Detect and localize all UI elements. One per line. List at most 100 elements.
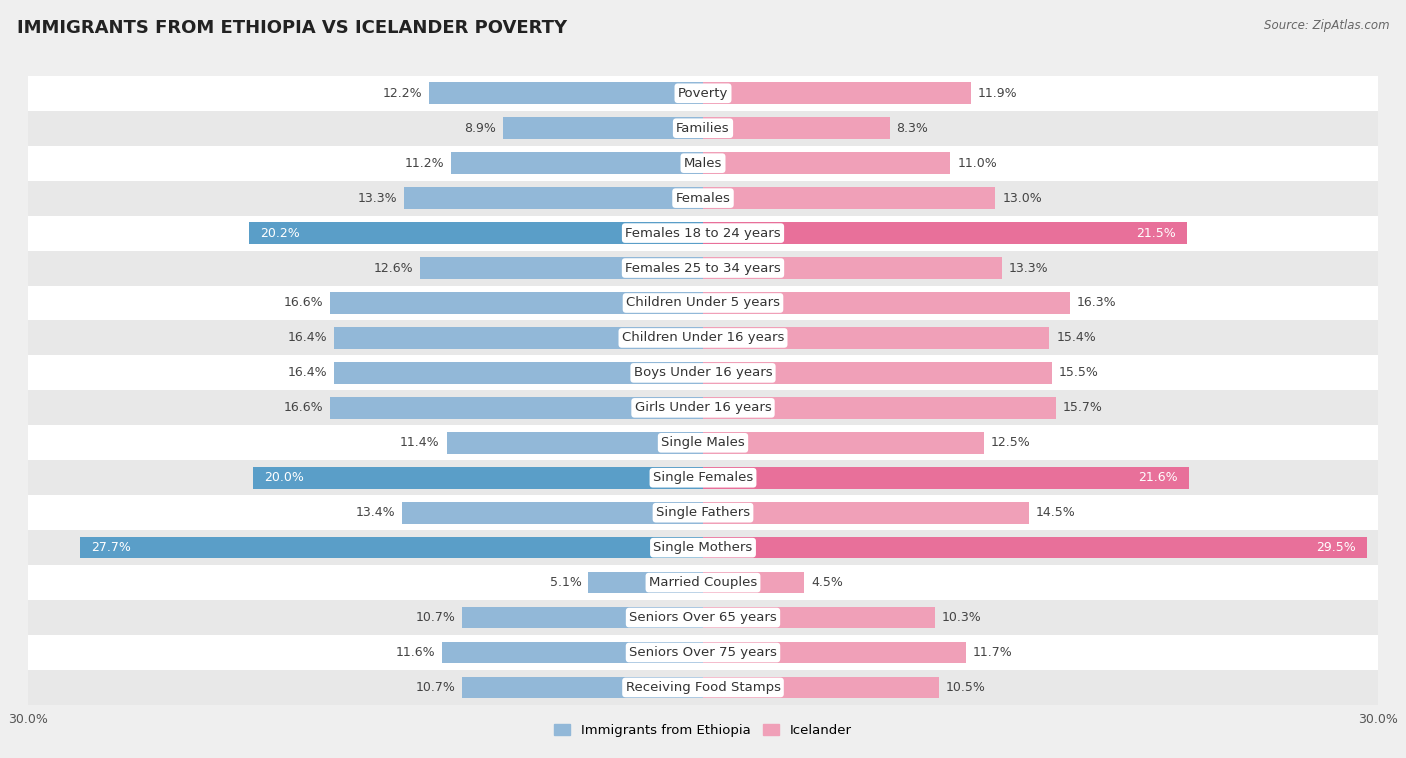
Bar: [703, 117, 890, 139]
Text: Males: Males: [683, 157, 723, 170]
Text: Source: ZipAtlas.com: Source: ZipAtlas.com: [1264, 19, 1389, 32]
Bar: [28, 425, 1378, 460]
Bar: [703, 677, 939, 698]
Bar: [402, 502, 703, 524]
Text: Females 18 to 24 years: Females 18 to 24 years: [626, 227, 780, 240]
Bar: [441, 642, 703, 663]
Text: 14.5%: 14.5%: [1036, 506, 1076, 519]
Text: 15.5%: 15.5%: [1059, 366, 1098, 380]
Text: 16.6%: 16.6%: [283, 296, 323, 309]
Text: Seniors Over 65 years: Seniors Over 65 years: [628, 611, 778, 624]
Text: 11.0%: 11.0%: [957, 157, 997, 170]
Text: 11.9%: 11.9%: [977, 86, 1017, 100]
Text: 13.3%: 13.3%: [1010, 262, 1049, 274]
Legend: Immigrants from Ethiopia, Icelander: Immigrants from Ethiopia, Icelander: [548, 719, 858, 742]
Text: 10.7%: 10.7%: [416, 611, 456, 624]
Text: Single Fathers: Single Fathers: [657, 506, 749, 519]
Bar: [703, 606, 935, 628]
Text: Females: Females: [675, 192, 731, 205]
Text: Boys Under 16 years: Boys Under 16 years: [634, 366, 772, 380]
Bar: [28, 286, 1378, 321]
Bar: [463, 677, 703, 698]
Text: 20.2%: 20.2%: [260, 227, 299, 240]
Text: 5.1%: 5.1%: [550, 576, 582, 589]
Bar: [28, 180, 1378, 215]
Text: 10.7%: 10.7%: [416, 681, 456, 694]
Bar: [335, 327, 703, 349]
Bar: [419, 257, 703, 279]
Text: 27.7%: 27.7%: [91, 541, 131, 554]
Bar: [28, 670, 1378, 705]
Bar: [28, 565, 1378, 600]
Text: 12.2%: 12.2%: [382, 86, 422, 100]
Bar: [447, 432, 703, 453]
Bar: [451, 152, 703, 174]
Text: 10.3%: 10.3%: [942, 611, 981, 624]
Text: 12.6%: 12.6%: [373, 262, 413, 274]
Bar: [703, 432, 984, 453]
Bar: [28, 215, 1378, 251]
Bar: [28, 600, 1378, 635]
Text: 29.5%: 29.5%: [1316, 541, 1355, 554]
Bar: [329, 292, 703, 314]
Bar: [703, 187, 995, 209]
Text: 13.4%: 13.4%: [356, 506, 395, 519]
Bar: [28, 390, 1378, 425]
Text: Single Mothers: Single Mothers: [654, 541, 752, 554]
Bar: [703, 572, 804, 594]
Text: Females 25 to 34 years: Females 25 to 34 years: [626, 262, 780, 274]
Text: 16.6%: 16.6%: [283, 401, 323, 415]
Bar: [28, 251, 1378, 286]
Bar: [588, 572, 703, 594]
Bar: [703, 467, 1189, 489]
Bar: [335, 362, 703, 384]
Text: Single Males: Single Males: [661, 437, 745, 449]
Text: Single Females: Single Females: [652, 471, 754, 484]
Bar: [429, 83, 703, 104]
Text: 11.2%: 11.2%: [405, 157, 444, 170]
Bar: [703, 292, 1070, 314]
Bar: [329, 397, 703, 418]
Bar: [703, 397, 1056, 418]
Text: 16.4%: 16.4%: [288, 366, 328, 380]
Bar: [28, 460, 1378, 495]
Bar: [28, 76, 1378, 111]
Bar: [703, 327, 1049, 349]
Text: Families: Families: [676, 122, 730, 135]
Text: 16.3%: 16.3%: [1077, 296, 1116, 309]
Text: 11.7%: 11.7%: [973, 646, 1012, 659]
Bar: [28, 356, 1378, 390]
Text: 4.5%: 4.5%: [811, 576, 842, 589]
Bar: [703, 222, 1187, 244]
Bar: [249, 222, 703, 244]
Text: 13.0%: 13.0%: [1002, 192, 1042, 205]
Bar: [703, 502, 1029, 524]
Bar: [80, 537, 703, 559]
Bar: [28, 635, 1378, 670]
Text: 11.6%: 11.6%: [395, 646, 436, 659]
Bar: [703, 83, 970, 104]
Bar: [404, 187, 703, 209]
Text: 16.4%: 16.4%: [288, 331, 328, 344]
Text: 20.0%: 20.0%: [264, 471, 304, 484]
Bar: [503, 117, 703, 139]
Text: Children Under 16 years: Children Under 16 years: [621, 331, 785, 344]
Bar: [703, 362, 1052, 384]
Text: 8.9%: 8.9%: [464, 122, 496, 135]
Text: Girls Under 16 years: Girls Under 16 years: [634, 401, 772, 415]
Text: 13.3%: 13.3%: [357, 192, 396, 205]
Bar: [28, 146, 1378, 180]
Bar: [703, 152, 950, 174]
Text: 21.5%: 21.5%: [1136, 227, 1175, 240]
Bar: [703, 537, 1367, 559]
Text: 10.5%: 10.5%: [946, 681, 986, 694]
Text: Poverty: Poverty: [678, 86, 728, 100]
Bar: [28, 530, 1378, 565]
Text: 15.7%: 15.7%: [1063, 401, 1102, 415]
Text: Seniors Over 75 years: Seniors Over 75 years: [628, 646, 778, 659]
Bar: [28, 495, 1378, 530]
Text: 8.3%: 8.3%: [897, 122, 928, 135]
Text: Married Couples: Married Couples: [650, 576, 756, 589]
Bar: [253, 467, 703, 489]
Text: Children Under 5 years: Children Under 5 years: [626, 296, 780, 309]
